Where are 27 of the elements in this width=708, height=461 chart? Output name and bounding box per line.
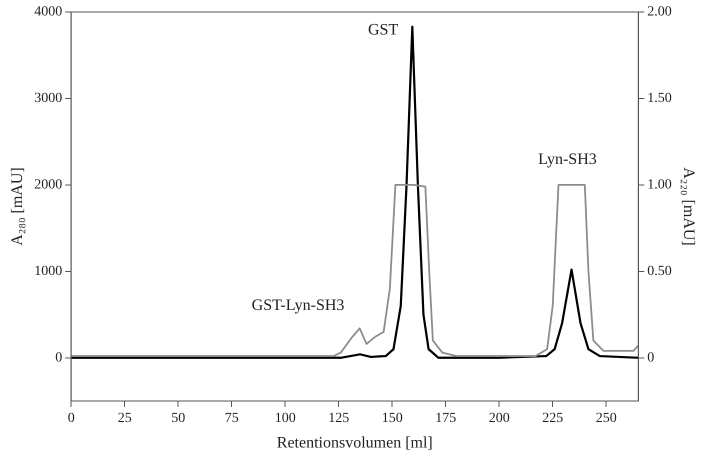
y-tick-label: 2000 — [34, 178, 62, 193]
y2-tick-label: 0 — [647, 350, 654, 366]
y-tick-label: 1000 — [34, 264, 62, 280]
y2-tick-label: 1.50 — [647, 91, 672, 106]
y-tick-label: 4000 — [34, 4, 62, 20]
y2-tick-label: 1.00 — [647, 178, 672, 193]
y-tick-label: 0 — [55, 350, 62, 366]
x-tick-label: 50 — [171, 411, 186, 426]
x-tick-label: 75 — [224, 411, 239, 426]
annotation: GST-Lyn-SH3 — [252, 296, 344, 314]
y-tick-label: 3000 — [34, 91, 62, 106]
x-axis-title: Retentionsvolumen [ml] — [276, 434, 433, 452]
x-tick-label: 225 — [542, 411, 564, 426]
x-tick-label: 25 — [118, 411, 132, 426]
y2-tick-label: 0.50 — [647, 264, 672, 280]
x-tick-label: 250 — [596, 411, 617, 426]
x-tick-label: 200 — [488, 411, 510, 426]
annotation: Lyn-SH3 — [538, 151, 597, 168]
x-tick-label: 175 — [435, 411, 456, 426]
x-tick-label: 125 — [328, 411, 350, 426]
y2-tick-label: 2.00 — [647, 4, 672, 20]
x-tick-label: 100 — [274, 411, 296, 426]
x-tick-label: 0 — [68, 411, 75, 426]
y-axis-title: A₂₈₀ [mAU] — [8, 167, 26, 246]
y2-axis-title: A₂₂₀ [mAU] — [680, 167, 698, 246]
annotation: GST — [368, 21, 398, 38]
x-tick-label: 150 — [382, 411, 403, 426]
